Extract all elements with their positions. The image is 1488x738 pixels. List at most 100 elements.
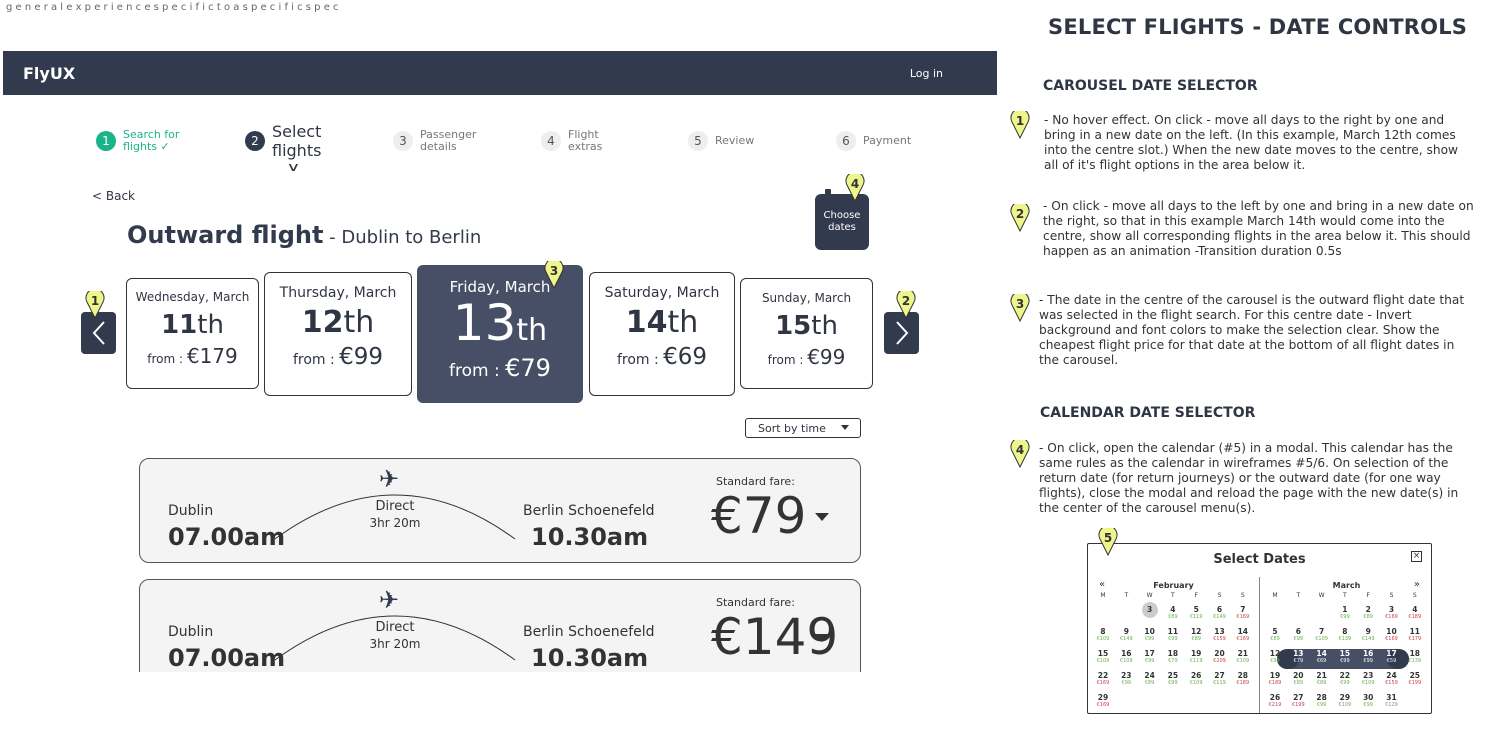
calendar-day[interactable]: 11 €99 — [1163, 627, 1183, 642]
step-search[interactable]: 1 Search for flights ✓ — [96, 129, 183, 153]
calendar-day[interactable]: 9 €149 — [1116, 627, 1136, 642]
calendar-day[interactable]: 8 €109 — [1093, 627, 1113, 642]
calendar-day[interactable]: 21 €89 — [1312, 671, 1332, 686]
step-review[interactable]: 5 Review — [688, 131, 754, 151]
calendar-day[interactable]: 30 €99 — [1358, 693, 1378, 708]
calendar-day-number: 19 — [1190, 649, 1202, 658]
calendar-day-number: 13 — [1214, 627, 1225, 636]
calendar-day[interactable]: 22 €99 — [1335, 671, 1355, 686]
calendar-day[interactable]: 16 €109 — [1116, 649, 1136, 664]
calendar-day[interactable]: 15 €109 — [1093, 649, 1113, 664]
step-payment[interactable]: 6 Payment — [836, 131, 911, 151]
calendar-day[interactable]: 12 €99 — [1265, 649, 1285, 664]
calendar-day[interactable]: 10 €99 — [1140, 627, 1160, 642]
date-card-sat-14[interactable]: Saturday, March 14th from : €69 — [589, 272, 735, 396]
flight-departure-time: 07.00am — [168, 644, 286, 672]
sort-dropdown[interactable]: Sort by time — [745, 418, 861, 438]
calendar-day[interactable]: 20 €89 — [1288, 671, 1308, 686]
calendar-day[interactable]: 18 €79 — [1163, 649, 1183, 664]
date-card-thu-12[interactable]: Thursday, March 12th from : €99 — [264, 272, 412, 396]
calendar-day[interactable]: 14 €69 — [1312, 649, 1332, 664]
calendar-day[interactable]: 4 €189 — [1405, 605, 1425, 620]
calendar-day[interactable]: 14 €169 — [1233, 627, 1253, 642]
calendar-day[interactable]: 2 €89 — [1358, 605, 1378, 620]
flight-card[interactable]: Dublin 07.00am ✈ Direct 3hr 20m Berlin S… — [139, 579, 861, 672]
close-icon[interactable]: × — [1411, 551, 1422, 562]
calendar-next-icon[interactable]: » — [1413, 579, 1420, 590]
step-extras[interactable]: 4 Flight extras — [541, 129, 608, 153]
carousel-next-button[interactable] — [884, 312, 919, 354]
step-select-flights[interactable]: 2 Select flights — [245, 122, 328, 160]
calendar-day[interactable]: 3 €169 — [1382, 605, 1402, 620]
calendar-day[interactable]: 9 €149 — [1358, 627, 1378, 642]
calendar-day[interactable]: 15 €99 — [1335, 649, 1355, 664]
calendar-day-price: €99 — [1144, 658, 1155, 664]
calendar-day[interactable]: 27 €119 — [1210, 671, 1230, 686]
calendar-day-number: 9 — [1123, 627, 1129, 636]
flight-card[interactable]: Dublin 07.00am ✈ Direct 3hr 20m Berlin S… — [139, 458, 861, 563]
calendar-day[interactable]: 16 €99 — [1358, 649, 1378, 664]
choose-dates-button[interactable]: Choose dates — [815, 189, 869, 250]
calendar-day[interactable]: 19 €189 — [1265, 671, 1285, 686]
calendar-day[interactable]: 25 €99 — [1163, 671, 1183, 686]
logo[interactable]: FlyUX — [23, 64, 76, 83]
calendar-prev-icon[interactable]: « — [1099, 579, 1106, 590]
calendar-day[interactable]: 25 €199 — [1405, 671, 1425, 686]
calendar-day-price: €119 — [1213, 680, 1226, 686]
step-passenger[interactable]: 3 Passenger details — [393, 129, 480, 153]
calendar-day[interactable]: 20 €209 — [1210, 649, 1230, 664]
calendar-day[interactable]: 6 €99 — [1288, 627, 1308, 642]
calendar-day[interactable]: 29 €109 — [1335, 693, 1355, 708]
calendar-day[interactable]: 24 €159 — [1382, 671, 1402, 686]
calendar-day[interactable]: 10 €169 — [1382, 627, 1402, 642]
login-link[interactable]: Log in — [909, 67, 943, 80]
calendar-day[interactable]: 21 €109 — [1233, 649, 1253, 664]
calendar-day[interactable]: 17 €59 — [1382, 649, 1402, 664]
annotation-marker-3: 3 — [1010, 294, 1030, 322]
calendar-day-price: €99 — [1168, 680, 1178, 686]
calendar-day[interactable]: 1 €99 — [1335, 605, 1355, 620]
carousel-prev-button[interactable] — [81, 312, 116, 354]
calendar-day-number: 29 — [1097, 693, 1109, 702]
calendar-day[interactable]: 22 €169 — [1093, 671, 1113, 686]
back-link[interactable]: < Back — [92, 189, 136, 203]
calendar-day[interactable]: 26 €219 — [1265, 693, 1285, 708]
date-card-sun-15[interactable]: Sunday, March 15th from : €99 — [740, 278, 873, 389]
calendar-day[interactable]: 7 €109 — [1312, 627, 1332, 642]
expand-fare-icon[interactable] — [815, 634, 829, 642]
calendar-day[interactable]: 29 €169 — [1093, 693, 1113, 708]
calendar-day[interactable]: 7 €169 — [1233, 605, 1253, 620]
calendar-day[interactable]: 12 €89 — [1186, 627, 1206, 642]
calendar-day[interactable]: 8 €139 — [1335, 627, 1355, 642]
calendar-day[interactable]: 27 €199 — [1288, 693, 1308, 708]
calendar-day[interactable]: 24 €89 — [1140, 671, 1160, 686]
calendar-day[interactable]: 3 — [1140, 602, 1160, 618]
calendar-day-price: €109 — [1189, 680, 1203, 686]
calendar-day[interactable]: 26 €109 — [1186, 671, 1206, 686]
calendar-day-number: 20 — [1214, 649, 1225, 658]
calendar-day[interactable]: 31 €129 — [1382, 693, 1402, 708]
spec-note-4: - On click, open the calendar (#5) in a … — [1039, 441, 1459, 515]
calendar-day[interactable]: 28 €189 — [1233, 671, 1253, 686]
sort-label: Sort by time — [758, 422, 826, 435]
date-card-fri-13-selected[interactable]: Friday, March 13th from : €79 — [417, 265, 583, 403]
calendar-day[interactable]: 13 €79 — [1288, 649, 1308, 664]
calendar-day[interactable]: 13 €159 — [1210, 627, 1230, 642]
step-number: 2 — [245, 131, 265, 151]
calendar-day[interactable]: 5 €89 — [1265, 627, 1285, 642]
calendar-day-number: 21 — [1237, 649, 1249, 658]
calendar-day[interactable]: 18 €139 — [1405, 649, 1425, 664]
calendar-day[interactable]: 19 €119 — [1186, 649, 1206, 664]
calendar-day-price: €219 — [1268, 702, 1282, 708]
expand-fare-icon[interactable] — [815, 513, 829, 521]
calendar-day[interactable]: 4 €89 — [1163, 605, 1183, 620]
calendar-day[interactable]: 5 €119 — [1186, 605, 1206, 620]
calendar-day[interactable]: 6 €149 — [1210, 605, 1230, 620]
calendar-day[interactable]: 28 €99 — [1312, 693, 1332, 708]
calendar-day[interactable]: 23 €109 — [1358, 671, 1378, 686]
date-card-wed-11[interactable]: Wednesday, March 11th from : €179 — [126, 278, 259, 389]
calendar-day[interactable]: 23 €99 — [1116, 671, 1136, 686]
calendar-day[interactable]: 11 €179 — [1405, 627, 1425, 642]
calendar-day[interactable]: 17 €99 — [1140, 649, 1160, 664]
calendar-weekday: F — [1366, 592, 1370, 599]
